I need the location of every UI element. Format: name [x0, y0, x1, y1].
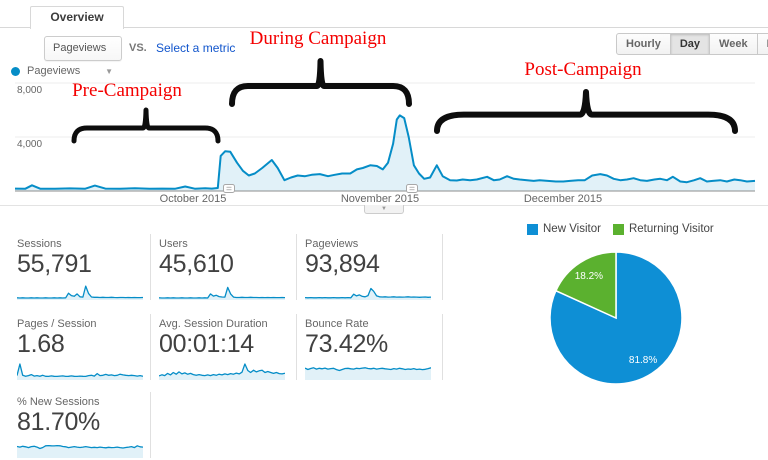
metric-label: Users — [159, 238, 188, 250]
metric-label: Pageviews — [305, 238, 359, 250]
campaign-brace-2 — [434, 89, 738, 134]
granularity-month-button[interactable]: Month — [757, 33, 768, 55]
metric-value: 81.70% — [17, 408, 100, 436]
pie-slice-label: 81.8% — [629, 355, 657, 366]
metric-selector-dropdown[interactable]: Pageviews ▼ — [44, 36, 122, 76]
timeline-range-handle[interactable] — [223, 184, 235, 193]
new-sessions-sparkline — [17, 444, 143, 458]
metric-label: % New Sessions — [17, 396, 100, 408]
pageviews-timeline-chart[interactable] — [0, 55, 768, 215]
metric-value: 45,610 — [159, 250, 234, 278]
annotation-post-campaign: Post-Campaign — [524, 59, 642, 80]
metric-value: 1.68 — [17, 330, 65, 358]
pie-slice-1 — [554, 251, 617, 320]
pie-legend-label: New Visitor — [543, 223, 601, 235]
x-label-november: November 2015 — [340, 193, 420, 205]
metric-card-sessions: Sessions 55,791 — [15, 234, 151, 300]
annotation-pre-campaign: Pre-Campaign — [72, 80, 182, 101]
pageviews-sparkline — [305, 287, 431, 300]
sessions-sparkline — [17, 285, 143, 300]
granularity-toggle: Hourly Day Week Month — [616, 33, 768, 55]
granularity-hourly-button[interactable]: Hourly — [616, 33, 671, 55]
visitor-type-pie-chart: 81.8% 18.2% — [549, 251, 683, 385]
timeline-range-handle[interactable] — [406, 184, 418, 193]
select-metric-link[interactable]: Select a metric — [156, 41, 236, 55]
legend-dot-icon — [11, 66, 20, 76]
metric-value: 93,894 — [305, 250, 380, 278]
tab-overview[interactable]: Overview — [30, 6, 124, 29]
caret-down-icon: ▼ — [105, 67, 113, 76]
legend-label: Pageviews — [27, 65, 81, 77]
metric-card-new-sessions: % New Sessions 81.70% — [15, 392, 151, 458]
pageviews-line — [14, 114, 756, 190]
tab-bar: Overview — [0, 0, 768, 29]
granularity-week-button[interactable]: Week — [710, 33, 758, 55]
metric-card-pageviews: Pageviews 93,894 — [297, 234, 443, 300]
metric-value: 73.42% — [305, 330, 388, 358]
vs-label: VS. — [129, 42, 147, 54]
metric-card-users: Users 45,610 — [151, 234, 297, 300]
timeline-collapse-button[interactable]: ▼ — [364, 205, 404, 214]
metric-card-bounce-rate: Bounce Rate 73.42% — [297, 314, 443, 380]
x-label-october: October 2015 — [159, 193, 227, 205]
chart-legend: Pageviews — [11, 65, 80, 77]
pie-legend-returning-visitor: Returning Visitor — [612, 223, 714, 235]
annotation-during-campaign: During Campaign — [249, 28, 387, 49]
metric-label: Avg. Session Duration — [159, 318, 268, 330]
pie-legend: New Visitor Returning Visitor — [527, 223, 726, 235]
x-label-december: December 2015 — [523, 193, 603, 205]
metric-card-pages-per-session: Pages / Session 1.68 — [15, 314, 151, 380]
returning-visitor-swatch-icon — [612, 223, 624, 235]
metric-selector-label: Pageviews — [53, 42, 107, 54]
campaign-brace-1 — [229, 58, 412, 107]
pie-legend-new-visitor: New Visitor — [527, 223, 601, 235]
metric-card-avg-session-duration: Avg. Session Duration 00:01:14 — [151, 314, 297, 380]
metric-value: 00:01:14 — [159, 330, 254, 358]
pie-legend-label: Returning Visitor — [628, 223, 714, 235]
campaign-brace-0 — [71, 107, 221, 144]
y-tick-4000: 4,000 — [17, 139, 43, 150]
pageviews-area — [15, 115, 755, 191]
pie-slice-label: 18.2% — [575, 271, 603, 282]
bounce-rate-sparkline — [305, 367, 431, 380]
pages-session-sparkline — [17, 363, 143, 380]
collapse-arrow-icon: ▼ — [381, 206, 387, 212]
duration-sparkline — [159, 363, 285, 380]
users-sparkline — [159, 286, 285, 300]
metric-label: Pages / Session — [17, 318, 97, 330]
granularity-day-button[interactable]: Day — [670, 33, 711, 55]
new-visitor-swatch-icon — [527, 223, 538, 235]
metric-value: 55,791 — [17, 250, 92, 278]
y-tick-8000: 8,000 — [17, 85, 43, 96]
metric-label: Sessions — [17, 238, 62, 250]
metric-label: Bounce Rate — [305, 318, 369, 330]
